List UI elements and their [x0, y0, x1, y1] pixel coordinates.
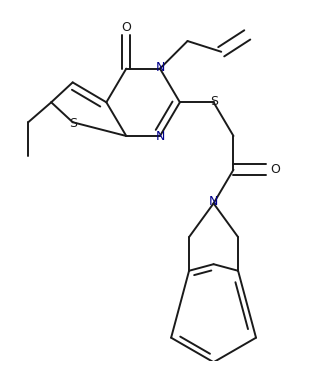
Text: S: S: [210, 95, 218, 108]
Text: O: O: [270, 163, 280, 176]
Text: O: O: [121, 21, 131, 34]
Text: N: N: [209, 195, 218, 208]
Text: N: N: [155, 130, 165, 144]
Text: N: N: [155, 61, 165, 74]
Text: S: S: [69, 117, 77, 130]
